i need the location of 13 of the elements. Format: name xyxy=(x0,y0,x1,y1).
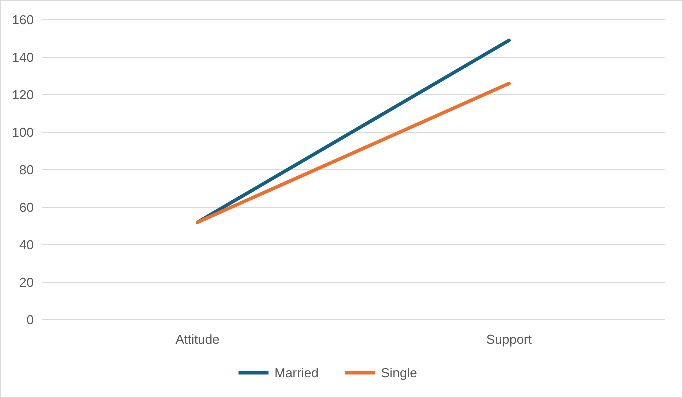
y-tick-label: 20 xyxy=(20,275,34,290)
legend-label: Single xyxy=(381,366,418,381)
legend-label: Married xyxy=(274,366,319,381)
y-tick-label: 60 xyxy=(20,200,34,216)
y-tick-label: 40 xyxy=(20,238,34,253)
x-tick-label: Attitude xyxy=(176,332,220,347)
y-tick-label: 80 xyxy=(20,162,34,178)
y-tick-label: 0 xyxy=(26,312,34,328)
y-tick-label: 160 xyxy=(12,12,34,28)
y-tick-label: 120 xyxy=(12,88,34,103)
x-tick-label: Support xyxy=(486,332,532,347)
y-tick-label: 140 xyxy=(12,50,34,66)
y-tick-label: 100 xyxy=(12,125,34,140)
